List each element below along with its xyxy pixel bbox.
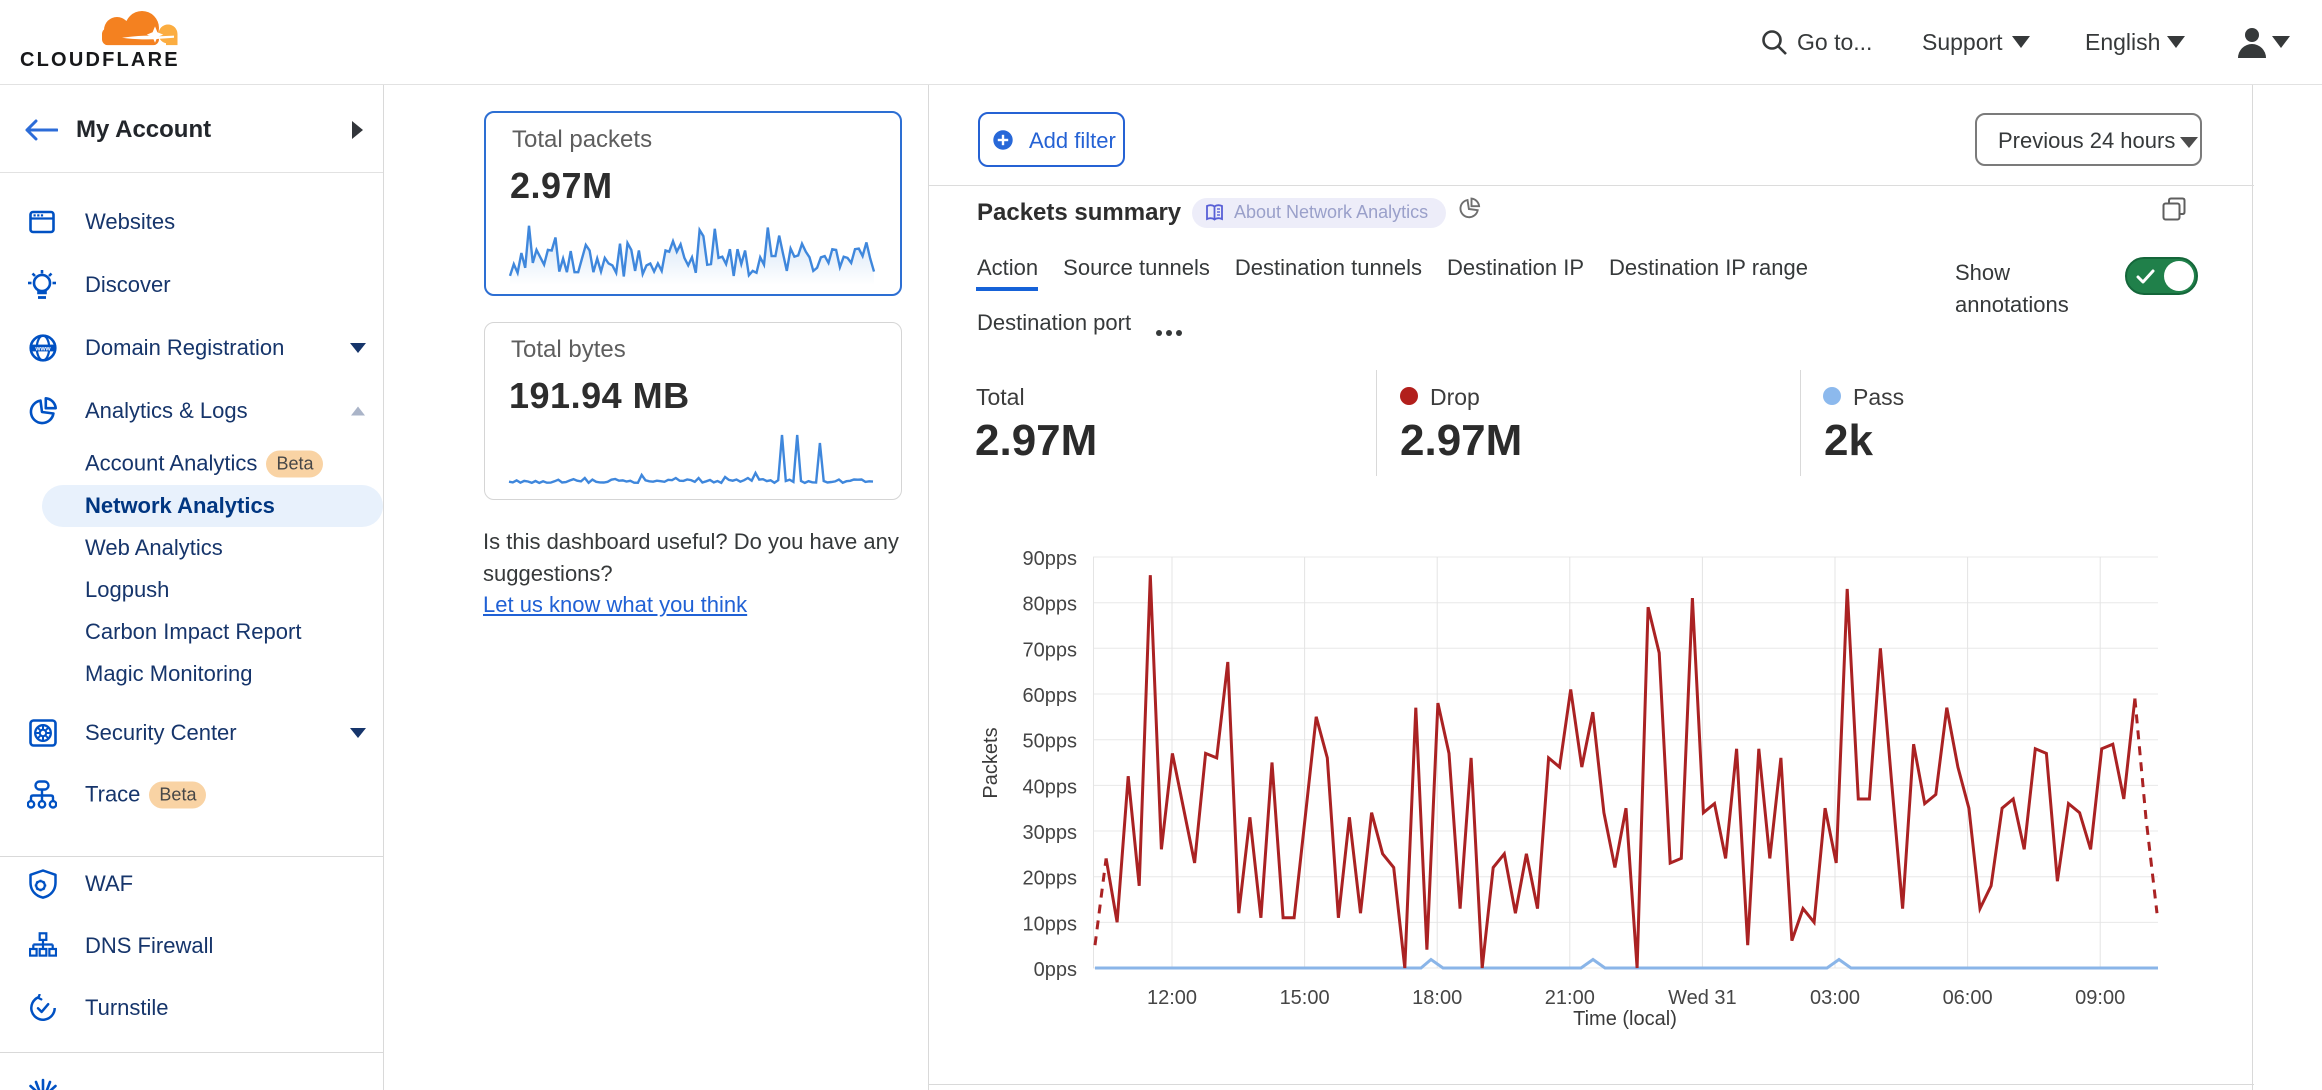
- svg-text:60pps: 60pps: [1023, 685, 1078, 707]
- svg-text:CLOUDFLARE: CLOUDFLARE: [20, 49, 180, 71]
- svg-text:15:00: 15:00: [1280, 987, 1330, 1009]
- svg-text:06:00: 06:00: [1943, 987, 1993, 1009]
- svg-text:70pps: 70pps: [1023, 639, 1078, 661]
- svg-text:20pps: 20pps: [1023, 868, 1078, 890]
- svg-text:21:00: 21:00: [1545, 987, 1595, 1009]
- svg-text:www: www: [34, 345, 51, 352]
- svg-text:18:00: 18:00: [1412, 987, 1462, 1009]
- svg-text:09:00: 09:00: [2075, 987, 2125, 1009]
- svg-text:80pps: 80pps: [1023, 594, 1078, 616]
- svg-text:40pps: 40pps: [1023, 776, 1078, 798]
- svg-text:10pps: 10pps: [1023, 913, 1078, 935]
- svg-text:90pps: 90pps: [1023, 548, 1078, 570]
- svg-text:0pps: 0pps: [1034, 959, 1077, 981]
- svg-text:Time (local): Time (local): [1573, 1008, 1677, 1030]
- svg-text:30pps: 30pps: [1023, 822, 1078, 844]
- svg-text:Packets: Packets: [980, 727, 1002, 798]
- svg-text:03:00: 03:00: [1810, 987, 1860, 1009]
- svg-text:12:00: 12:00: [1147, 987, 1197, 1009]
- svg-text:50pps: 50pps: [1023, 731, 1078, 753]
- svg-text:Wed 31: Wed 31: [1668, 987, 1737, 1009]
